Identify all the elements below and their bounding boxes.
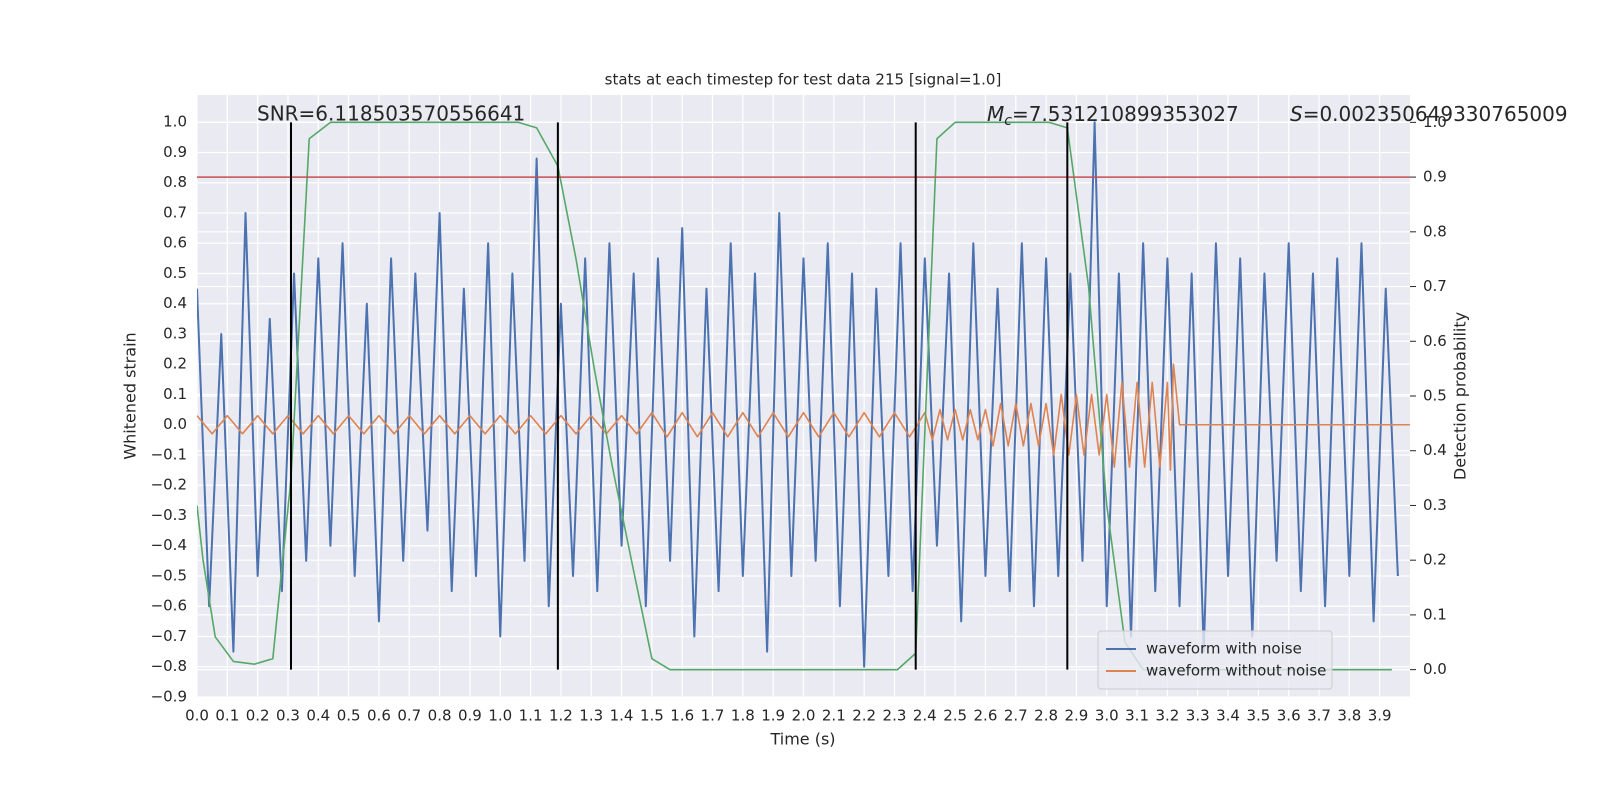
series-line — [197, 121, 1392, 671]
y2-tick-label: 0.4 — [1423, 441, 1447, 459]
y-tick-label: 0.2 — [163, 355, 187, 373]
y-tick-label: 0.1 — [163, 385, 187, 403]
x-tick-label: 1.2 — [549, 707, 573, 725]
x-tick-label: 3.0 — [1095, 707, 1119, 725]
y-tick-label: 0.4 — [163, 294, 187, 312]
x-tick-label: 2.9 — [1064, 707, 1088, 725]
series-line — [197, 121, 1399, 668]
x-tick-label: 1.9 — [761, 707, 785, 725]
x-tick-label: 1.3 — [579, 707, 603, 725]
x-tick-label: 2.5 — [943, 707, 967, 725]
snr-annotation: SNR=6.118503570556641 — [257, 102, 525, 126]
x-tick-label: 0.5 — [337, 707, 361, 725]
x-tick-label: 1.0 — [488, 707, 512, 725]
legend-box — [1097, 630, 1333, 690]
legend-label: waveform without noise — [1146, 662, 1326, 680]
y2-tick-label: 0.9 — [1423, 168, 1447, 186]
series-line — [197, 363, 1410, 471]
x-tick-label: 1.6 — [670, 707, 694, 725]
x-tick-label: 0.8 — [428, 707, 452, 725]
x-tick-label: 1.7 — [701, 707, 725, 725]
y-tick-label: −0.4 — [151, 536, 187, 554]
legend: waveform with noise waveform without nois… — [1097, 630, 1333, 690]
x-tick-label: 0.0 — [185, 707, 209, 725]
x-tick-label: 2.1 — [822, 707, 846, 725]
chart-title: stats at each timestep for test data 215… — [605, 71, 1002, 89]
y2-tick-label: 0.2 — [1423, 551, 1447, 569]
y-tick-label: 0.6 — [163, 234, 187, 252]
mc-annotation: Mc=7.531210899353027 — [987, 102, 1239, 130]
x-tick-label: 0.3 — [276, 707, 300, 725]
y2-tick-label: 0.6 — [1423, 332, 1447, 350]
y-tick-label: 0.0 — [163, 415, 187, 433]
x-tick-label: 3.6 — [1277, 707, 1301, 725]
x-tick-label: 0.6 — [367, 707, 391, 725]
y-tick-label: 1.0 — [163, 113, 187, 131]
s-annotation: S=0.002350649330765009 — [1290, 102, 1568, 126]
y2-tick-label: 0.3 — [1423, 496, 1447, 514]
x-tick-label: 0.4 — [306, 707, 330, 725]
x-tick-label: 3.9 — [1368, 707, 1392, 725]
y-tick-label: 0.7 — [163, 203, 187, 221]
x-tick-label: 2.4 — [913, 707, 937, 725]
x-tick-label: 3.2 — [1155, 707, 1179, 725]
x-tick-label: 1.5 — [640, 707, 664, 725]
y-tick-label: 0.9 — [163, 143, 187, 161]
mc-value: =7.531210899353027 — [1012, 102, 1239, 126]
y-tick-label: −0.9 — [151, 688, 187, 706]
x-axis-label: Time (s) — [769, 730, 835, 749]
y2-tick-label: 0.7 — [1423, 277, 1447, 295]
y2-tick-label: 0.8 — [1423, 222, 1447, 240]
y-tick-label: −0.2 — [151, 476, 187, 494]
x-tick-label: 1.4 — [610, 707, 634, 725]
y-tick-label: −0.7 — [151, 627, 187, 645]
s-value: =0.002350649330765009 — [1303, 102, 1568, 126]
mc-subscript: c — [1004, 113, 1012, 129]
y-tick-label: −0.5 — [151, 566, 187, 584]
x-tick-label: 3.4 — [1216, 707, 1240, 725]
y-axis-label: Whitened strain — [121, 332, 140, 459]
x-tick-label: 0.9 — [458, 707, 482, 725]
y-tick-label: 0.5 — [163, 264, 187, 282]
y2-tick-label: 0.0 — [1423, 660, 1447, 678]
x-tick-label: 3.8 — [1337, 707, 1361, 725]
x-tick-label: 2.6 — [974, 707, 998, 725]
y2-axis-label: Detection probability — [1451, 312, 1470, 480]
x-tick-label: 2.3 — [883, 707, 907, 725]
mc-symbol: M — [987, 102, 1004, 126]
x-tick-label: 3.1 — [1125, 707, 1149, 725]
x-tick-label: 3.7 — [1307, 707, 1331, 725]
x-tick-label: 3.5 — [1246, 707, 1270, 725]
y-tick-label: 0.3 — [163, 324, 187, 342]
x-tick-label: 2.0 — [792, 707, 816, 725]
x-tick-label: 0.7 — [397, 707, 421, 725]
x-tick-label: 2.8 — [1034, 707, 1058, 725]
x-tick-label: 2.2 — [852, 707, 876, 725]
y-tick-label: −0.6 — [151, 597, 187, 615]
legend-label: waveform with noise — [1146, 640, 1302, 658]
y-tick-label: −0.1 — [151, 445, 187, 463]
x-tick-label: 3.3 — [1186, 707, 1210, 725]
x-tick-label: 1.1 — [519, 707, 543, 725]
y2-tick-label: 0.5 — [1423, 387, 1447, 405]
plot-lines — [197, 121, 1410, 671]
x-tick-label: 2.7 — [1004, 707, 1028, 725]
y2-tick-label: 0.1 — [1423, 605, 1447, 623]
x-tick-label: 0.1 — [215, 707, 239, 725]
y-tick-label: −0.3 — [151, 506, 187, 524]
s-symbol: S — [1290, 102, 1303, 126]
y-tick-label: 0.8 — [163, 173, 187, 191]
axes: 0.0 0.1 0.2 0.3 0.4 0.5 0.6 0.7 0.8 0.9 1.0 1.1 1.2 1… — [151, 113, 1447, 725]
y-tick-label: −0.8 — [151, 657, 187, 675]
y2-tick-label: 1.0 — [1423, 113, 1447, 131]
x-tick-label: 0.2 — [246, 707, 270, 725]
x-tick-label: 1.8 — [731, 707, 755, 725]
